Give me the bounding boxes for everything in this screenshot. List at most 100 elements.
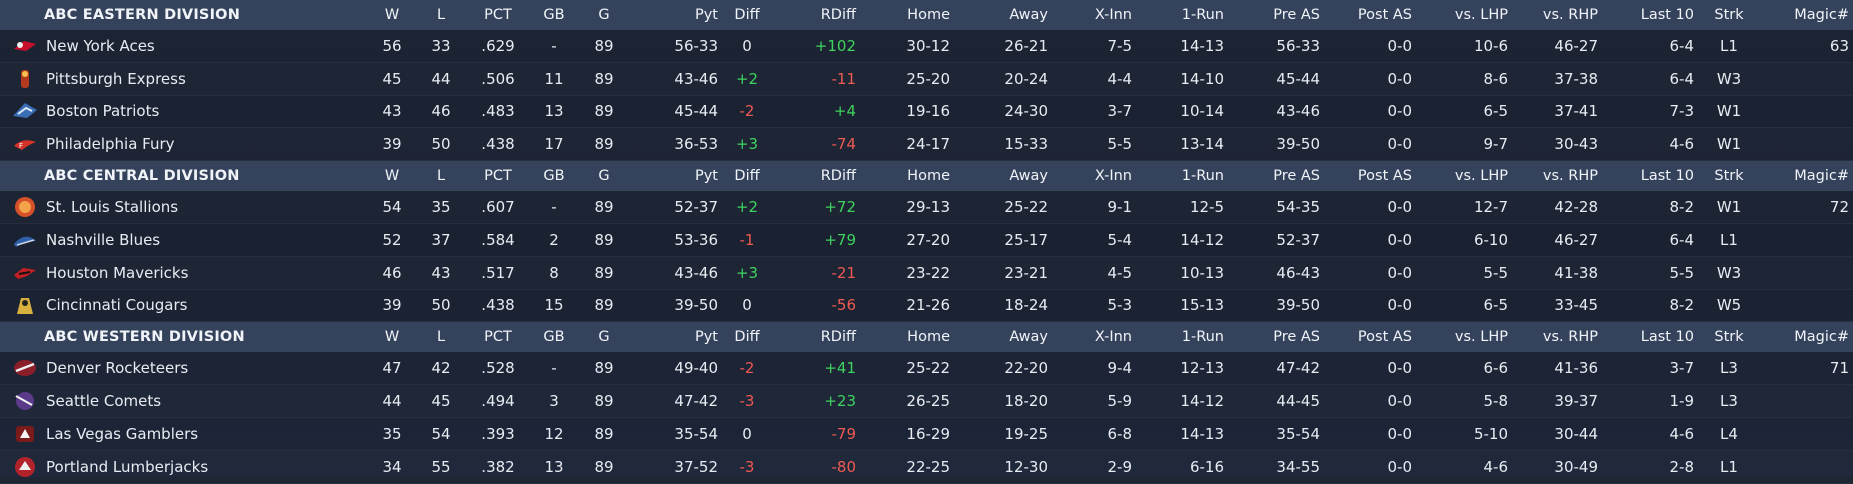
cell-pct: .517: [468, 256, 528, 290]
cell-diff: +3: [722, 256, 772, 290]
column-header-rdiff[interactable]: RDiff: [772, 160, 860, 192]
column-header-l[interactable]: L: [414, 321, 468, 353]
column-header-l[interactable]: L: [414, 160, 468, 192]
team-row[interactable]: Houston Mavericks 46 43.517 8 89 43-46 +3 -21 23…: [0, 256, 1853, 290]
column-header-l[interactable]: L: [414, 0, 468, 30]
team-row[interactable]: Cincinnati Cougars 39 50.438 15 89 39-50 0 -56 2…: [0, 289, 1853, 323]
column-header-magic-number[interactable]: Magic#: [1760, 0, 1853, 30]
column-header-home[interactable]: Home: [860, 0, 954, 30]
column-header-one-run[interactable]: 1-Run: [1136, 0, 1228, 30]
team-cell[interactable]: New York Aces: [0, 30, 370, 63]
column-header-vs-rhp[interactable]: vs. RHP: [1512, 321, 1602, 353]
team-cell[interactable]: Las Vegas Gamblers: [0, 417, 370, 451]
column-header-x-inn[interactable]: X-Inn: [1052, 0, 1136, 30]
team-row[interactable]: Philadelphia Fury 39 50.438 17 89 36-53 +3 -74 2…: [0, 127, 1853, 162]
team-name[interactable]: Cincinnati Cougars: [46, 296, 188, 315]
column-header-w[interactable]: W: [370, 160, 414, 192]
column-header-last-10[interactable]: Last 10: [1602, 160, 1698, 192]
column-header-away[interactable]: Away: [954, 160, 1052, 192]
column-header-streak[interactable]: Strk: [1698, 0, 1760, 30]
column-header-pct[interactable]: PCT: [468, 160, 528, 192]
column-header-vs-lhp[interactable]: vs. LHP: [1416, 160, 1512, 192]
team-row[interactable]: Nashville Blues 52 37.584 2 89 53-36 -1 +79 27-2…: [0, 223, 1853, 257]
team-row[interactable]: St. Louis Stallions 54 35.607-89 52-37 +2 +72…: [0, 191, 1853, 224]
column-header-diff[interactable]: Diff: [722, 0, 772, 30]
column-header-away[interactable]: Away: [954, 321, 1052, 353]
column-header-post-as[interactable]: Post AS: [1324, 321, 1416, 353]
team-cell[interactable]: St. Louis Stallions: [0, 191, 370, 224]
team-row[interactable]: Denver Rocketeers 47 42.528-89 49-40 -2 +41 25…: [0, 352, 1853, 386]
team-name[interactable]: St. Louis Stallions: [46, 198, 179, 217]
column-header-vs-lhp[interactable]: vs. LHP: [1416, 0, 1512, 30]
column-header-diff[interactable]: Diff: [722, 160, 772, 192]
column-header-post-as[interactable]: Post AS: [1324, 160, 1416, 192]
column-header-pre-as[interactable]: Pre AS: [1228, 321, 1324, 353]
column-header-magic-number[interactable]: Magic#: [1760, 321, 1853, 353]
column-header-g[interactable]: G: [580, 160, 628, 192]
column-header-last-10[interactable]: Last 10: [1602, 321, 1698, 353]
team-name[interactable]: Boston Patriots: [46, 102, 160, 121]
team-cell[interactable]: Houston Mavericks: [0, 256, 370, 290]
team-row[interactable]: Boston Patriots 43 46.483 13 89 45-44 -2 +4 19-1…: [0, 95, 1853, 129]
column-header-magic-number[interactable]: Magic#: [1760, 160, 1853, 192]
team-row[interactable]: Seattle Comets 44 45.494 3 89 47-42 -3 +23 26-25…: [0, 384, 1853, 418]
cell-vs-rhp: 30-43: [1512, 127, 1602, 162]
team-row[interactable]: Portland Lumberjacks 34 55.382 13 89 37-52 -3-…: [0, 450, 1853, 484]
column-header-one-run[interactable]: 1-Run: [1136, 160, 1228, 192]
team-name[interactable]: Las Vegas Gamblers: [46, 424, 199, 443]
comets-logo-icon: [12, 390, 38, 412]
column-header-rdiff[interactable]: RDiff: [772, 0, 860, 30]
team-row[interactable]: New York Aces 56 33.629-89 56-33 0 +102 30-12 2…: [0, 30, 1853, 63]
column-header-x-inn[interactable]: X-Inn: [1052, 160, 1136, 192]
team-cell[interactable]: Denver Rocketeers: [0, 352, 370, 386]
column-header-pyt[interactable]: Pyt: [628, 0, 722, 30]
column-header-pre-as[interactable]: Pre AS: [1228, 160, 1324, 192]
team-name[interactable]: Houston Mavericks: [46, 263, 189, 282]
team-name[interactable]: Nashville Blues: [46, 230, 161, 249]
column-header-last-10[interactable]: Last 10: [1602, 0, 1698, 30]
team-cell[interactable]: Boston Patriots: [0, 95, 370, 129]
column-header-diff[interactable]: Diff: [722, 321, 772, 353]
team-name[interactable]: Seattle Comets: [46, 392, 162, 411]
team-cell[interactable]: Pittsburgh Express: [0, 62, 370, 96]
cell-pre-as: 39-50: [1228, 127, 1324, 162]
column-header-g[interactable]: G: [580, 321, 628, 353]
column-header-gb[interactable]: GB: [528, 0, 580, 30]
team-name[interactable]: Pittsburgh Express: [46, 69, 186, 88]
column-header-pre-as[interactable]: Pre AS: [1228, 0, 1324, 30]
column-header-gb[interactable]: GB: [528, 321, 580, 353]
column-header-w[interactable]: W: [370, 0, 414, 30]
cell-vs-lhp: 10-6: [1416, 30, 1512, 63]
team-row[interactable]: Pittsburgh Express 45 44.506 11 89 43-46 +2 -11…: [0, 62, 1853, 96]
cell-x-inn: 2-9: [1052, 450, 1136, 484]
column-header-w[interactable]: W: [370, 321, 414, 353]
column-header-pct[interactable]: PCT: [468, 0, 528, 30]
team-row[interactable]: Las Vegas Gamblers 35 54.393 12 89 35-54 0 -79 1…: [0, 417, 1853, 451]
team-cell[interactable]: Cincinnati Cougars: [0, 289, 370, 323]
column-header-gb[interactable]: GB: [528, 160, 580, 192]
team-cell[interactable]: Portland Lumberjacks: [0, 450, 370, 484]
team-cell[interactable]: Seattle Comets: [0, 384, 370, 418]
column-header-streak[interactable]: Strk: [1698, 321, 1760, 353]
column-header-x-inn[interactable]: X-Inn: [1052, 321, 1136, 353]
column-header-g[interactable]: G: [580, 0, 628, 30]
column-header-post-as[interactable]: Post AS: [1324, 0, 1416, 30]
team-name[interactable]: New York Aces: [46, 36, 155, 55]
team-cell[interactable]: Philadelphia Fury: [0, 127, 370, 162]
column-header-pyt[interactable]: Pyt: [628, 160, 722, 192]
column-header-vs-rhp[interactable]: vs. RHP: [1512, 160, 1602, 192]
column-header-vs-rhp[interactable]: vs. RHP: [1512, 0, 1602, 30]
team-name[interactable]: Denver Rocketeers: [46, 359, 189, 378]
column-header-rdiff[interactable]: RDiff: [772, 321, 860, 353]
column-header-home[interactable]: Home: [860, 321, 954, 353]
column-header-streak[interactable]: Strk: [1698, 160, 1760, 192]
column-header-vs-lhp[interactable]: vs. LHP: [1416, 321, 1512, 353]
column-header-pyt[interactable]: Pyt: [628, 321, 722, 353]
team-cell[interactable]: Nashville Blues: [0, 223, 370, 257]
column-header-one-run[interactable]: 1-Run: [1136, 321, 1228, 353]
column-header-away[interactable]: Away: [954, 0, 1052, 30]
column-header-pct[interactable]: PCT: [468, 321, 528, 353]
team-name[interactable]: Portland Lumberjacks: [46, 457, 209, 476]
column-header-home[interactable]: Home: [860, 160, 954, 192]
team-name[interactable]: Philadelphia Fury: [46, 135, 175, 154]
